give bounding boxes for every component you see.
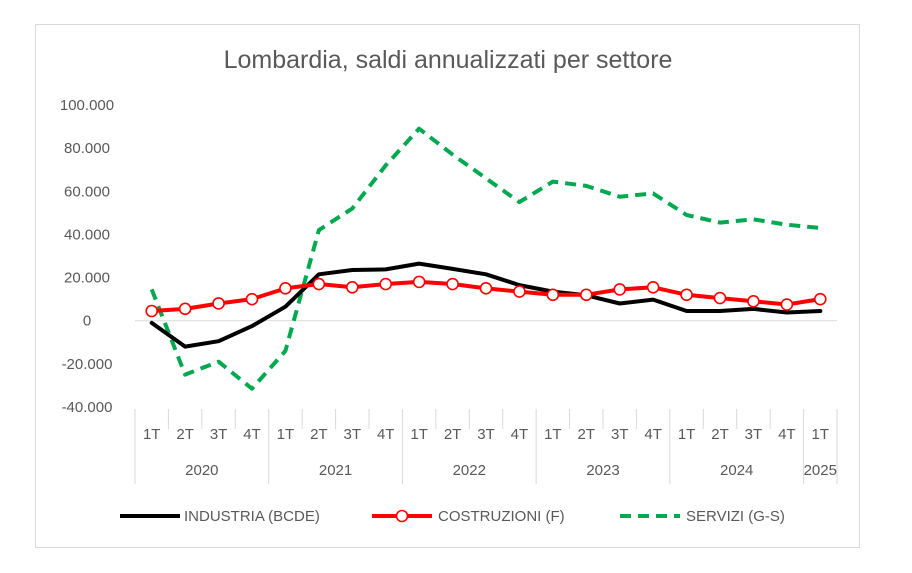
data-point — [780, 298, 794, 311]
data-point — [345, 280, 359, 294]
x-tick-label: 3T — [344, 426, 362, 443]
data-point — [312, 277, 326, 291]
legend-marker — [395, 509, 409, 523]
data-point — [212, 297, 225, 310]
x-tick-label: 1T — [410, 426, 428, 443]
data-point — [747, 294, 760, 308]
x-tick-label: 2T — [310, 426, 328, 443]
x-tick-label: 3T — [477, 426, 495, 443]
x-tick-label: 4T — [644, 426, 662, 443]
y-tick-label: 20.000 — [64, 270, 110, 287]
x-tick-label: 4T — [377, 426, 395, 443]
x-tick-label: 3T — [745, 426, 763, 443]
y-tick-label: 0 — [83, 313, 91, 330]
x-tick-label: 2T — [176, 426, 194, 443]
x-tick-label: 1T — [812, 426, 830, 443]
x-tick-label: 3T — [210, 426, 228, 443]
data-point — [145, 304, 159, 318]
data-point — [513, 285, 526, 298]
data-point — [680, 288, 693, 302]
y-tick-label: -40.000 — [62, 399, 113, 416]
x-tick-label: 3T — [611, 426, 629, 443]
legend-label: SERVIZI (G-S) — [686, 508, 785, 525]
legend: INDUSTRIA (BCDE) COSTRUZIONI (F) SERVIZI (… — [120, 508, 785, 525]
x-tick-label: 1T — [678, 426, 696, 443]
data-point — [546, 288, 560, 302]
x-tick-label: 2T — [711, 426, 729, 443]
legend-label: INDUSTRIA (BCDE) — [184, 508, 320, 525]
y-tick-label: 100.000 — [60, 97, 114, 114]
y-axis-labels: -40.000 -20.000 0 20.000 40.000 60.000 80.000 1… — [60, 97, 114, 416]
data-point — [713, 291, 727, 305]
series-line-2 — [149, 126, 821, 391]
x-tick-label: 2T — [444, 426, 462, 443]
legend-label: COSTRUZIONI (F) — [438, 508, 565, 525]
data-point — [412, 275, 426, 289]
series-layer — [145, 126, 827, 391]
data-point — [479, 282, 493, 295]
data-point — [379, 277, 393, 291]
data-point — [446, 277, 459, 291]
data-point — [279, 282, 292, 295]
y-tick-label: 60.000 — [64, 183, 110, 200]
y-tick-label: -20.000 — [62, 356, 113, 373]
series-line-0 — [149, 261, 823, 349]
data-point — [613, 283, 627, 296]
data-point — [178, 302, 192, 316]
year-label: 2024 — [720, 462, 753, 479]
chart-title: Lombardia, saldi annualizzati per settor… — [224, 46, 673, 74]
x-tick-label: 4T — [243, 426, 261, 443]
x-tick-label: 4T — [511, 426, 529, 443]
x-tick-label: 1T — [544, 426, 562, 443]
x-axis: 1T 2T 3T 4T 1T 2T 3T 4T 1T 2T 3T 4T 1T 2T 3T 4T 1T 2T 3T 4T… — [134, 409, 838, 484]
data-point — [579, 288, 593, 302]
year-label: 2021 — [319, 462, 352, 479]
year-label: 2022 — [453, 462, 486, 479]
data-point — [245, 292, 259, 306]
y-tick-label: 80.000 — [64, 140, 110, 157]
year-label: 2020 — [185, 462, 218, 479]
x-tick-label: 4T — [778, 426, 796, 443]
x-tick-label: 1T — [277, 426, 295, 443]
data-point — [646, 280, 660, 294]
year-label: 2023 — [586, 462, 619, 479]
x-tick-label: 1T — [143, 426, 161, 443]
year-label: 2025 — [804, 462, 837, 479]
x-tick-label: 2T — [578, 426, 596, 443]
data-point — [813, 292, 827, 306]
y-tick-label: 40.000 — [64, 226, 110, 243]
